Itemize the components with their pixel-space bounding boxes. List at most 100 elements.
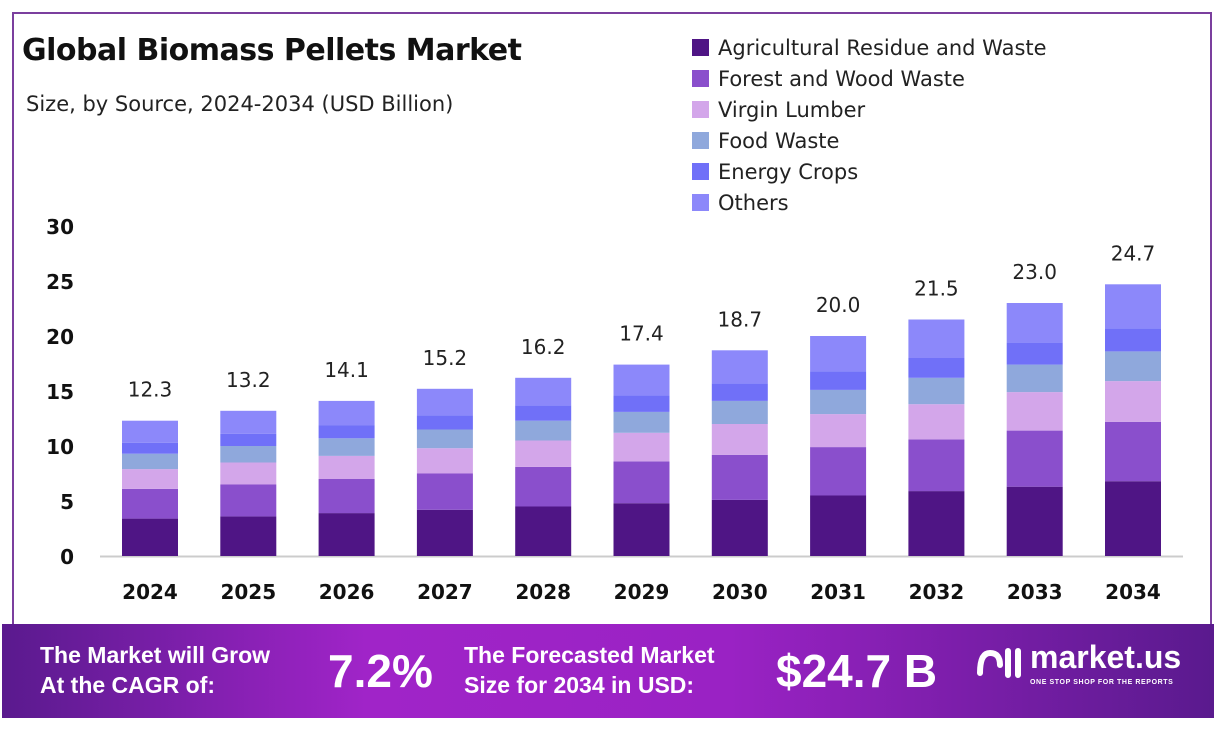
cagr-label: The Market will Grow At the CAGR of: [40, 640, 320, 700]
y-tick-label: 30 [46, 215, 74, 239]
bar-segment [416, 473, 473, 510]
bar-segment [220, 410, 277, 434]
legend-item: Forest and Wood Waste [692, 63, 1047, 94]
bar-segment [613, 503, 670, 556]
bar-segment [1006, 486, 1063, 556]
legend-label: Virgin Lumber [718, 97, 866, 122]
bar-segment [318, 479, 375, 514]
legend-label: Food Waste [718, 128, 840, 153]
bar-segment [416, 415, 473, 430]
x-tick-label: 2024 [122, 580, 178, 604]
y-tick-label: 0 [60, 545, 74, 569]
bar-segment [220, 446, 277, 463]
bar-segment [613, 395, 670, 412]
x-tick-label: 2034 [1105, 580, 1161, 604]
legend-label: Agricultural Residue and Waste [718, 35, 1047, 60]
bar-segment [122, 453, 178, 470]
legend-label: Energy Crops [718, 159, 859, 184]
bar-segment [515, 440, 572, 467]
bar-segment [908, 404, 965, 440]
bar-segment [318, 425, 375, 439]
data-label: 23.0 [1012, 260, 1057, 284]
y-tick-label: 20 [46, 325, 74, 349]
x-tick-label: 2028 [515, 580, 571, 604]
bar-segment [318, 438, 375, 456]
legend-item: Others [692, 187, 1047, 218]
bar-segment [515, 420, 572, 441]
legend-swatch [692, 132, 709, 149]
bar-segment [908, 377, 965, 405]
bar-segment [613, 461, 670, 504]
legend-item: Agricultural Residue and Waste [692, 32, 1047, 63]
x-tick-label: 2029 [614, 580, 670, 604]
bar-segment [1105, 421, 1161, 482]
bar-segment [1006, 342, 1063, 365]
logo-tagline: ONE STOP SHOP FOR THE REPORTS [1030, 679, 1174, 686]
data-label: 13.2 [226, 368, 271, 392]
bar-segment [1105, 351, 1161, 382]
data-label: 21.5 [914, 277, 959, 301]
data-label: 20.0 [816, 293, 861, 317]
bar-segment [122, 488, 178, 519]
bar-segment [220, 433, 277, 446]
logo-icon [977, 648, 1021, 678]
bar-segment [1006, 392, 1063, 431]
data-label: 24.7 [1111, 241, 1156, 265]
logo-wordmark: market.us [1030, 639, 1182, 675]
bar-segment [416, 388, 473, 416]
legend-swatch [692, 194, 709, 211]
bar-segment [122, 518, 178, 556]
cagr-label-line1: The Market will Grow [40, 642, 271, 668]
legend-item: Energy Crops [692, 156, 1047, 187]
forecast-label-line1: The Forecasted Market [464, 642, 715, 668]
x-tick-label: 2027 [417, 580, 473, 604]
data-label: 18.7 [718, 307, 763, 331]
bar-segment [122, 442, 178, 454]
x-tick-label: 2033 [1007, 580, 1063, 604]
y-tick-label: 25 [46, 270, 74, 294]
x-tick-label: 2032 [909, 580, 965, 604]
legend: Agricultural Residue and Waste Forest and… [692, 32, 1047, 218]
bar-segment [515, 506, 572, 556]
legend-swatch [692, 70, 709, 87]
legend-swatch [692, 39, 709, 56]
bar-segment [515, 377, 572, 406]
bar-segment [515, 405, 572, 421]
bar-segment [908, 358, 965, 378]
bar-segment [220, 516, 277, 556]
bar-segment [810, 447, 867, 496]
data-label: 12.3 [128, 378, 173, 402]
bar-segment [1006, 430, 1063, 487]
y-tick-label: 5 [60, 490, 74, 514]
bar-segment [1105, 381, 1161, 422]
legend-label: Others [718, 190, 789, 215]
bar-segment [318, 455, 375, 479]
bar-segment [711, 424, 768, 455]
bar-segment [810, 495, 867, 556]
cagr-value: 7.2% [328, 645, 433, 697]
chart-subtitle: Size, by Source, 2024-2034 (USD Billion) [26, 92, 454, 116]
forecast-value: $24.7 B [776, 645, 938, 697]
data-label: 14.1 [324, 358, 369, 382]
bar-segment [711, 499, 768, 556]
bar-segment [908, 439, 965, 492]
x-tick-label: 2025 [220, 580, 276, 604]
bar-segment [613, 364, 670, 396]
bar-segment [711, 383, 768, 401]
bar-segment [810, 389, 867, 415]
legend-label: Forest and Wood Waste [718, 66, 965, 91]
y-tick-label: 15 [46, 380, 74, 404]
bar-segment [1006, 364, 1063, 393]
bar-segment [711, 454, 768, 500]
bar-segment [416, 429, 473, 449]
x-tick-label: 2026 [319, 580, 375, 604]
bar-segment [908, 491, 965, 556]
bar-segment [1105, 284, 1161, 329]
bar-segment [810, 414, 867, 448]
bar-segment [711, 400, 768, 424]
bar-segment [810, 371, 867, 390]
bar-segment [515, 466, 572, 507]
bar-segment [1006, 303, 1063, 343]
bar-segment [318, 513, 375, 556]
bar-segment [122, 469, 178, 489]
